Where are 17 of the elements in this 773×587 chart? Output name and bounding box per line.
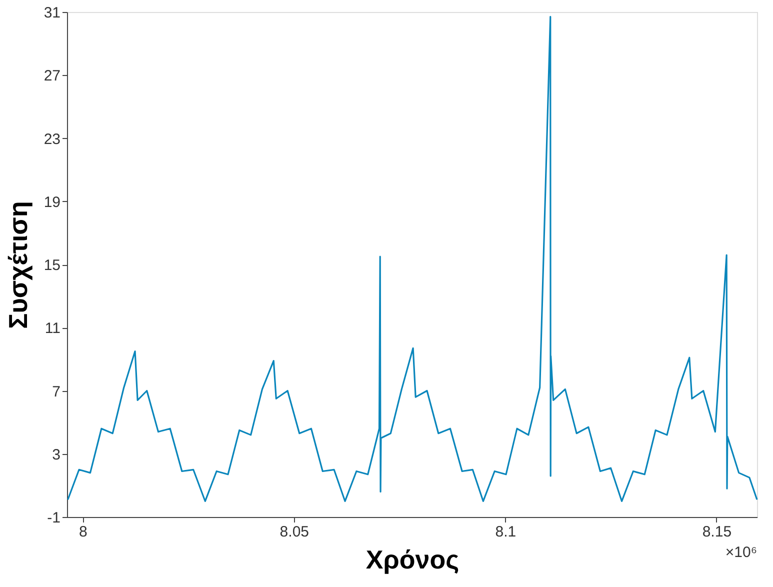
y-tick-label: -1	[47, 510, 60, 526]
x-tick-label: 8.1	[495, 524, 516, 540]
x-tick-label: 8	[78, 524, 88, 540]
y-tick-label: 7	[52, 383, 60, 400]
x-tick-label: 8.05	[280, 524, 310, 540]
y-axis-title: Συσχέτιση	[2, 201, 33, 329]
y-tick-label: 31	[44, 4, 60, 22]
y-tick-label: 27	[44, 68, 60, 85]
y-tick-label: 19	[44, 194, 60, 211]
y-tick-label: 11	[44, 320, 60, 338]
x-tick-label: 8.15	[702, 524, 732, 540]
y-tick-label: 3	[52, 446, 60, 464]
y-tick-label: 15	[44, 257, 60, 274]
text: ×10⁶	[725, 544, 757, 561]
x-axis-title: Χρόνος	[366, 544, 460, 574]
y-tick-label: 23	[44, 130, 60, 148]
line-series	[67, 16, 758, 502]
